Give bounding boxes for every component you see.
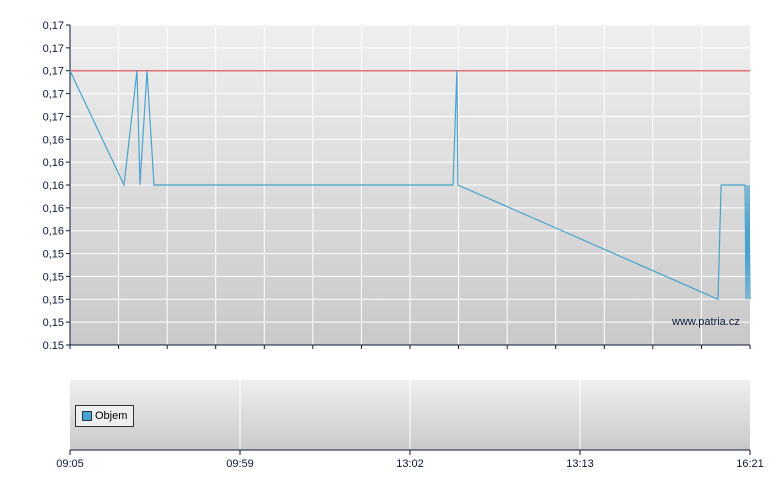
y-tick-label: 0.15 (43, 340, 64, 352)
y-tick-label: 0,17 (43, 111, 64, 123)
legend: Objem (75, 405, 135, 427)
y-tick-label: 0,15 (43, 294, 64, 306)
x-tick-label: 13:13 (566, 458, 594, 470)
y-tick-label: 0,15 (43, 271, 64, 283)
y-tick-label: 0,17 (43, 66, 64, 78)
y-tick-label: 0,16 (43, 180, 64, 192)
y-tick-label: 0,16 (43, 203, 64, 215)
y-tick-label: 0,17 (43, 89, 64, 101)
y-tick-label: 0,16 (43, 157, 64, 169)
watermark: www.patria.cz (672, 316, 740, 328)
y-tick-label: 0,16 (43, 226, 64, 238)
y-tick-label: 0,16 (43, 134, 64, 146)
x-tick-label: 09:05 (56, 458, 84, 470)
legend-label: Objem (95, 410, 128, 422)
x-tick-label: 13:02 (396, 458, 424, 470)
y-tick-label: 0,15 (43, 317, 64, 329)
y-tick-label: 0,17 (43, 43, 64, 55)
y-tick-label: 0,17 (43, 20, 64, 32)
x-tick-label: 16:21 (736, 458, 764, 470)
y-tick-label: 0,15 (43, 249, 64, 261)
x-tick-label: 09:59 (226, 458, 254, 470)
legend-swatch (82, 411, 92, 421)
